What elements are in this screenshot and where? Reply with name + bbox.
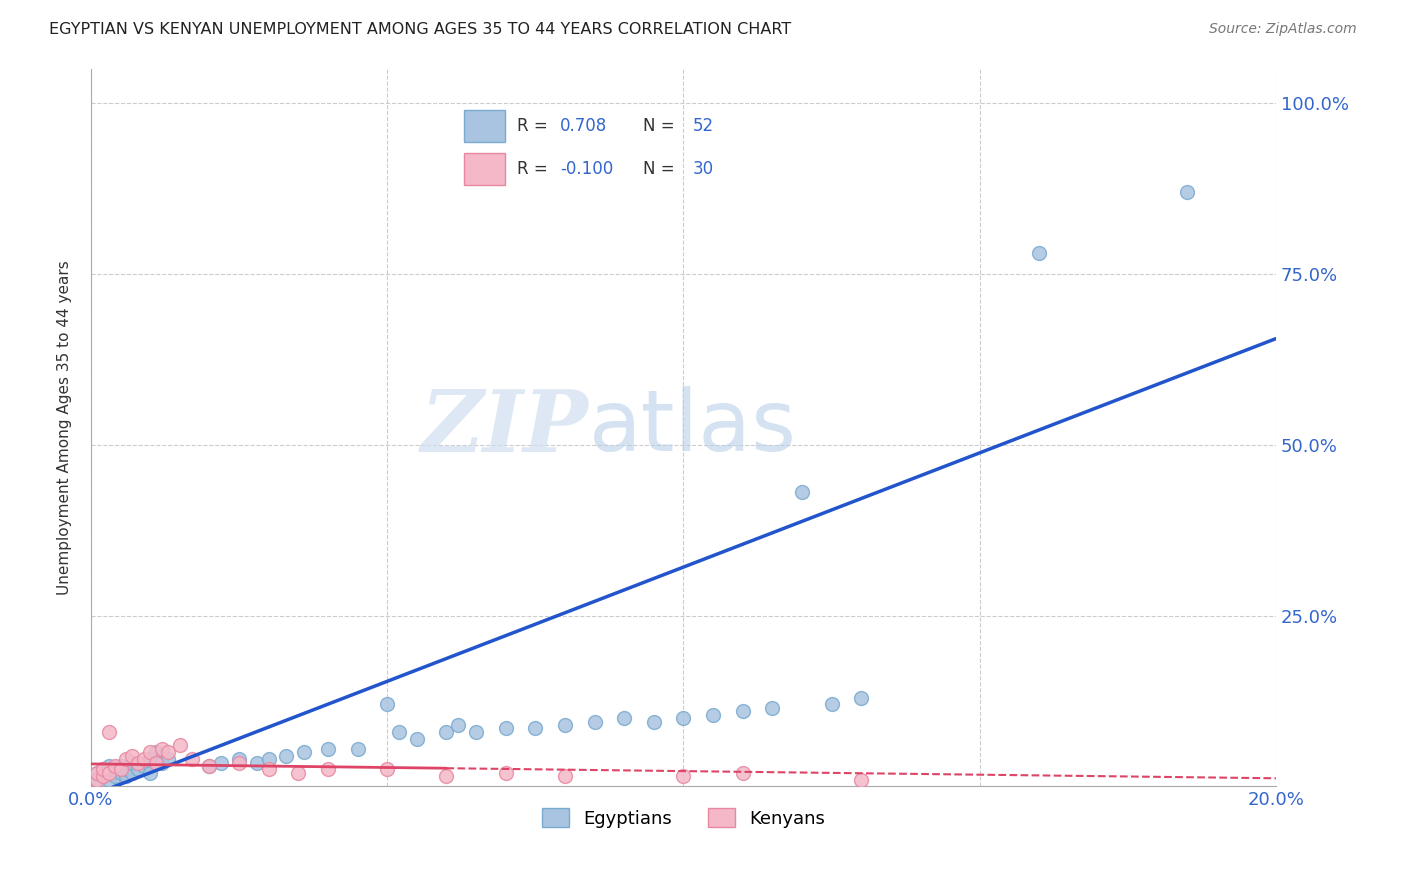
Point [672,711,695,725]
Point [246,756,269,770]
Point [139,752,162,766]
Point [316,742,339,756]
Point [1175,185,1198,199]
Point [110,759,132,773]
Point [495,722,517,736]
Point [790,485,813,500]
Point [150,756,173,770]
Point [613,711,636,725]
Point [150,742,173,756]
Point [672,769,695,783]
Point [287,765,309,780]
Point [436,769,458,783]
Point [145,756,167,770]
Point [91,769,114,783]
Point [86,765,108,780]
Point [156,752,179,766]
Point [121,748,143,763]
Text: ZIP: ZIP [420,385,589,469]
Point [554,769,576,783]
Point [97,765,120,780]
Point [198,759,221,773]
Point [209,756,232,770]
Point [97,724,120,739]
Point [134,759,156,773]
Point [228,752,250,766]
Point [702,707,724,722]
Point [375,763,398,777]
Point [110,765,132,780]
Legend: Egyptians, Kenyans: Egyptians, Kenyans [534,801,832,835]
Point [583,714,606,729]
Point [228,756,250,770]
Point [465,724,488,739]
Point [115,752,138,766]
Point [292,745,315,759]
Point [851,772,873,787]
Point [276,748,298,763]
Point [820,698,842,712]
Point [127,756,149,770]
Point [761,701,783,715]
Point [375,698,398,712]
Point [524,722,547,736]
Point [110,763,132,777]
Point [91,763,114,777]
Point [495,765,517,780]
Point [554,718,576,732]
Point [316,763,339,777]
Text: Source: ZipAtlas.com: Source: ZipAtlas.com [1209,22,1357,37]
Point [104,759,127,773]
Point [115,763,138,777]
Point [115,769,138,783]
Point [139,745,162,759]
Point [86,765,108,780]
Point [97,759,120,773]
Point [145,745,167,759]
Point [121,756,143,770]
Point [104,763,127,777]
Point [257,752,280,766]
Point [121,765,143,780]
Point [91,769,114,783]
Point [1028,246,1050,260]
Point [405,731,427,746]
Point [134,752,156,766]
Point [169,739,191,753]
Point [104,769,127,783]
Point [156,745,179,759]
Point [198,759,221,773]
Point [97,765,120,780]
Point [731,765,754,780]
Point [180,752,202,766]
Point [346,742,368,756]
Point [127,763,149,777]
Point [851,690,873,705]
Point [86,772,108,787]
Point [447,718,470,732]
Point [97,772,120,787]
Point [388,724,411,739]
Point [139,765,162,780]
Point [731,704,754,718]
Point [91,763,114,777]
Point [86,772,108,787]
Text: EGYPTIAN VS KENYAN UNEMPLOYMENT AMONG AGES 35 TO 44 YEARS CORRELATION CHART: EGYPTIAN VS KENYAN UNEMPLOYMENT AMONG AG… [49,22,792,37]
Point [257,763,280,777]
Point [436,724,458,739]
Text: atlas: atlas [589,386,797,469]
Point [643,714,665,729]
Y-axis label: Unemployment Among Ages 35 to 44 years: Unemployment Among Ages 35 to 44 years [58,260,72,595]
